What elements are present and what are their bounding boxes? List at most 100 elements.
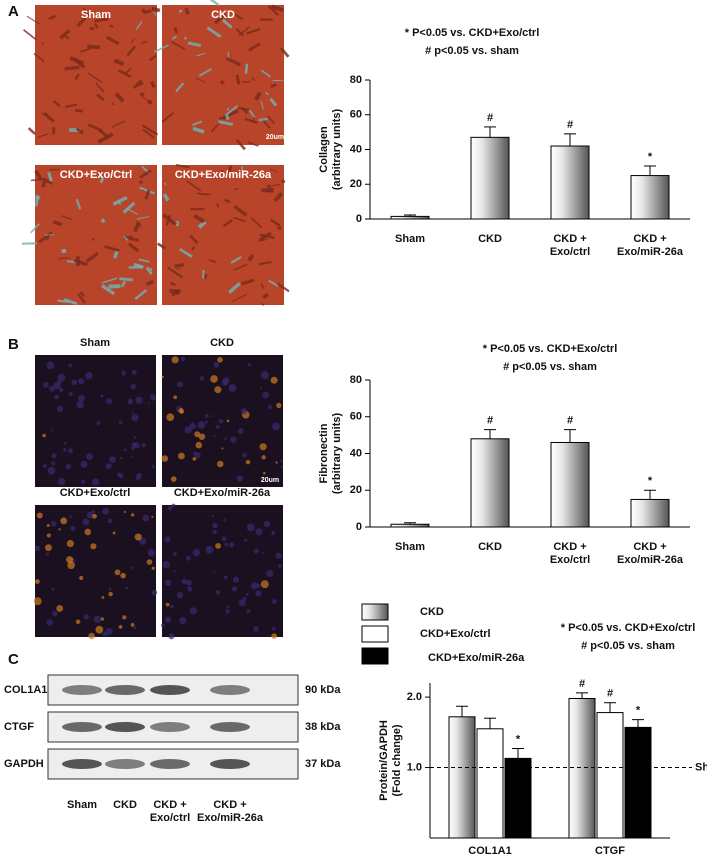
significance-mark: * bbox=[648, 475, 653, 487]
texture bbox=[44, 235, 53, 236]
texture bbox=[279, 227, 280, 230]
texture bbox=[172, 504, 176, 508]
legend-label: CKD+Exo/miR-26a bbox=[428, 652, 525, 664]
texture bbox=[35, 579, 40, 584]
lane-label: CKD +Exo/miR-26a bbox=[197, 799, 264, 824]
micrograph bbox=[158, 165, 289, 305]
texture bbox=[272, 422, 280, 430]
y-tick-label: 60 bbox=[350, 109, 362, 121]
texture bbox=[185, 426, 192, 433]
texture bbox=[281, 181, 285, 182]
texture bbox=[247, 524, 255, 532]
micrograph bbox=[24, 5, 160, 145]
blot-size: 38 kDa bbox=[305, 721, 341, 733]
texture bbox=[183, 618, 185, 620]
texture bbox=[100, 395, 103, 398]
blot-size: 90 kDa bbox=[305, 684, 341, 696]
texture bbox=[47, 524, 50, 527]
blot-protein: GAPDH bbox=[4, 758, 44, 770]
texture bbox=[54, 394, 59, 399]
lane-label: CKD bbox=[113, 799, 137, 811]
image-caption: CKD+Exo/Ctrl bbox=[60, 169, 132, 181]
texture bbox=[221, 447, 223, 449]
texture bbox=[217, 461, 224, 468]
panel-label: B bbox=[8, 336, 19, 353]
texture bbox=[210, 415, 212, 417]
texture bbox=[78, 378, 84, 384]
texture bbox=[175, 265, 185, 267]
texture bbox=[272, 627, 276, 631]
texture bbox=[52, 588, 55, 591]
texture bbox=[210, 375, 218, 383]
y-tick-label: 0 bbox=[356, 213, 362, 225]
note: * P<0.05 vs. CKD+Exo/ctrl bbox=[405, 27, 540, 39]
texture bbox=[35, 546, 41, 552]
texture bbox=[212, 523, 217, 528]
x-tick-label: CTGF bbox=[595, 845, 625, 857]
texture bbox=[113, 532, 116, 535]
texture bbox=[246, 593, 249, 596]
texture bbox=[65, 67, 80, 69]
bar bbox=[471, 137, 509, 219]
texture bbox=[205, 421, 208, 424]
x-tick-label: CKD bbox=[478, 541, 502, 553]
texture bbox=[224, 437, 227, 440]
image-caption: CKD+Exo/miR-26a bbox=[174, 487, 271, 499]
texture bbox=[125, 586, 128, 589]
micrograph bbox=[161, 355, 283, 487]
texture bbox=[88, 633, 94, 639]
x-tick-label: Sham bbox=[395, 233, 425, 245]
texture bbox=[43, 179, 45, 188]
scale-label: 20um bbox=[266, 134, 284, 141]
bar bbox=[391, 216, 429, 219]
texture bbox=[226, 609, 230, 613]
texture bbox=[68, 364, 72, 368]
texture bbox=[261, 371, 269, 379]
legend-swatch bbox=[362, 604, 388, 620]
bar bbox=[597, 713, 623, 838]
texture bbox=[221, 81, 223, 83]
texture bbox=[37, 512, 43, 518]
texture bbox=[186, 556, 191, 561]
texture bbox=[246, 64, 247, 74]
texture bbox=[272, 599, 277, 604]
texture bbox=[129, 237, 132, 238]
texture bbox=[92, 514, 97, 519]
texture bbox=[151, 516, 153, 518]
texture bbox=[120, 457, 122, 459]
bar bbox=[625, 727, 651, 838]
texture bbox=[34, 597, 42, 605]
texture bbox=[205, 546, 213, 554]
texture bbox=[122, 615, 126, 619]
texture bbox=[112, 103, 113, 104]
texture bbox=[51, 429, 53, 431]
texture bbox=[242, 82, 250, 83]
texture bbox=[262, 552, 264, 554]
y-tick-label: 2.0 bbox=[407, 691, 422, 703]
image-caption: Sham bbox=[80, 337, 110, 349]
texture bbox=[64, 442, 67, 445]
texture bbox=[215, 543, 221, 549]
bar bbox=[551, 442, 589, 527]
texture bbox=[120, 573, 126, 579]
y-tick-label: 0 bbox=[356, 521, 362, 533]
texture bbox=[193, 451, 197, 455]
lane-label: CKD +Exo/ctrl bbox=[150, 799, 190, 824]
texture bbox=[84, 614, 89, 619]
bar bbox=[631, 499, 669, 527]
texture bbox=[76, 401, 84, 409]
texture bbox=[67, 540, 74, 547]
texture bbox=[69, 392, 73, 396]
x-tick-label: CKD +Exo/miR-26a bbox=[617, 541, 684, 566]
texture bbox=[161, 624, 165, 628]
texture bbox=[261, 580, 269, 588]
image-caption: CKD+Exo/miR-26a bbox=[175, 169, 272, 181]
x-tick-label: CKD bbox=[478, 233, 502, 245]
y-axis-label: Protein/GAPDH bbox=[378, 720, 390, 801]
texture bbox=[229, 542, 234, 547]
texture bbox=[226, 114, 228, 120]
significance-mark: # bbox=[487, 415, 493, 427]
texture bbox=[223, 519, 226, 522]
texture bbox=[79, 576, 83, 580]
y-tick-label: 40 bbox=[350, 447, 362, 459]
